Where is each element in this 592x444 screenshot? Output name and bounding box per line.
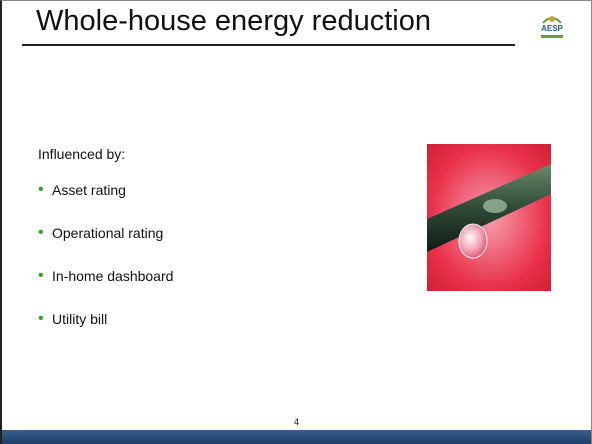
bullet-marker: • bbox=[38, 311, 52, 327]
title-rule bbox=[22, 44, 515, 46]
slide: Whole-house energy reduction AESP Influe… bbox=[0, 0, 592, 444]
bullet-item: •Operational rating bbox=[38, 225, 173, 268]
bullet-text: Operational rating bbox=[52, 225, 163, 241]
footer-bar bbox=[2, 430, 591, 444]
page-number: 4 bbox=[2, 417, 591, 427]
bullet-text: In-home dashboard bbox=[52, 268, 173, 284]
intro-text: Influenced by: bbox=[38, 146, 125, 162]
bullet-marker: • bbox=[38, 268, 52, 284]
bullet-item: •Utility bill bbox=[38, 311, 173, 354]
bullet-list: •Asset rating•Operational rating•In-home… bbox=[38, 182, 173, 354]
photo bbox=[427, 144, 551, 291]
bullet-item: •Asset rating bbox=[38, 182, 173, 225]
bullet-marker: • bbox=[38, 182, 52, 198]
bullet-marker: • bbox=[38, 225, 52, 241]
page: Whole-house energy reduction AESP Influe… bbox=[0, 0, 592, 444]
bullet-text: Utility bill bbox=[52, 311, 107, 327]
logo: AESP bbox=[537, 11, 567, 41]
logo-text: AESP bbox=[541, 24, 563, 33]
bullet-item: •In-home dashboard bbox=[38, 268, 173, 311]
bullet-text: Asset rating bbox=[52, 182, 126, 198]
slide-title: Whole-house energy reduction bbox=[36, 5, 431, 38]
